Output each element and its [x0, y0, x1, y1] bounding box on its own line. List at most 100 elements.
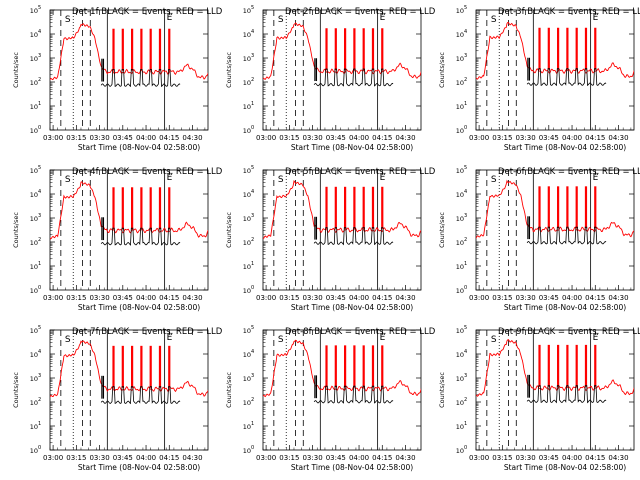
panel-title: Det-2f BLACK = Events, RED = LLD	[285, 7, 436, 17]
y-tick-exponent: 3	[38, 53, 41, 59]
x-tick-label: 03:00	[256, 134, 276, 142]
panel-title: Det-1f BLACK = Events, RED = LLD	[72, 7, 223, 17]
x-tick-label: 03:00	[43, 134, 63, 142]
x-tick-label: 04:30	[395, 134, 415, 142]
lld-series-line	[263, 339, 421, 398]
y-tick-exponent: 5	[38, 165, 41, 171]
y-tick-label: 10	[30, 55, 38, 63]
x-tick-label: 03:45	[113, 134, 133, 142]
y-tick-exponent: 3	[38, 373, 41, 379]
y-tick-label: 10	[30, 7, 38, 15]
y-tick-exponent: 3	[38, 213, 41, 219]
x-tick-label: 04:30	[182, 134, 202, 142]
x-tick-label: 03:00	[43, 454, 63, 462]
x-tick-label: 04:15	[159, 294, 179, 302]
x-tick-label: 04:00	[562, 454, 582, 462]
y-tick-label: 10	[456, 31, 464, 39]
start-marker: S	[491, 175, 497, 185]
y-tick-exponent: 0	[38, 285, 41, 291]
plot-frame	[475, 169, 635, 291]
x-tick-label: 04:30	[395, 454, 415, 462]
x-tick-label: 04:00	[562, 294, 582, 302]
x-tick-label: 04:00	[136, 134, 156, 142]
lld-series-line	[50, 340, 208, 398]
y-tick-label: 10	[30, 191, 38, 199]
y-tick-exponent: 4	[464, 189, 467, 195]
y-tick-label: 10	[456, 79, 464, 87]
x-tick-label: 03:30	[89, 134, 109, 142]
x-tick-label: 04:15	[372, 294, 392, 302]
y-tick-label: 10	[456, 7, 464, 15]
x-tick-label: 04:00	[562, 134, 582, 142]
x-tick-label: 03:45	[113, 294, 133, 302]
x-tick-label: 04:00	[349, 134, 369, 142]
y-axis-label: Counts/sec	[12, 372, 20, 408]
y-tick-label: 10	[30, 375, 38, 383]
x-tick-label: 04:15	[585, 294, 605, 302]
x-tick-label: 03:00	[256, 294, 276, 302]
x-tick-label: 04:30	[608, 294, 628, 302]
start-marker: S	[278, 15, 284, 25]
x-tick-label: 04:00	[136, 454, 156, 462]
y-tick-label: 10	[243, 79, 251, 87]
panel-data	[476, 22, 634, 87]
events-series-line	[100, 69, 181, 88]
y-tick-exponent: 2	[38, 397, 41, 403]
y-tick-label: 10	[30, 423, 38, 431]
end-marker: E	[593, 13, 599, 23]
x-tick-label: 04:15	[372, 454, 392, 462]
end-marker: E	[380, 333, 386, 343]
events-series-line	[526, 385, 607, 404]
lld-series-line	[476, 179, 634, 239]
y-tick-exponent: 0	[251, 125, 254, 131]
y-tick-exponent: 3	[464, 213, 467, 219]
y-tick-exponent: 1	[251, 421, 254, 427]
y-tick-label: 10	[243, 7, 251, 15]
y-tick-label: 10	[456, 327, 464, 335]
y-tick-label: 10	[243, 167, 251, 175]
y-tick-exponent: 3	[251, 373, 254, 379]
x-tick-label: 04:15	[372, 134, 392, 142]
y-tick-exponent: 5	[251, 325, 254, 331]
y-tick-exponent: 2	[464, 237, 467, 243]
y-tick-exponent: 3	[251, 53, 254, 59]
lld-series-line	[263, 22, 421, 80]
y-tick-exponent: 4	[251, 189, 254, 195]
y-tick-exponent: 0	[251, 445, 254, 451]
y-tick-label: 10	[30, 239, 38, 247]
plot-frame	[475, 329, 635, 451]
end-marker: E	[167, 13, 173, 23]
y-tick-label: 10	[30, 287, 38, 295]
y-tick-exponent: 0	[464, 285, 467, 291]
y-tick-exponent: 2	[464, 397, 467, 403]
x-tick-label: 03:30	[515, 294, 535, 302]
panel-data	[476, 339, 634, 404]
x-tick-label: 04:15	[159, 134, 179, 142]
y-tick-exponent: 0	[38, 125, 41, 131]
y-tick-label: 10	[456, 351, 464, 359]
x-tick-label: 03:30	[515, 134, 535, 142]
panel-title: Det-4f BLACK = Events, RED = LLD	[72, 167, 223, 177]
x-tick-label: 04:30	[395, 294, 415, 302]
y-tick-label: 10	[243, 375, 251, 383]
x-axis-label: Start Time (08-Nov-04 02:58:00)	[291, 463, 413, 472]
y-tick-exponent: 2	[38, 77, 41, 83]
plot-frame	[262, 9, 422, 131]
y-tick-label: 10	[456, 103, 464, 111]
plot-frame	[262, 169, 422, 291]
y-tick-label: 10	[456, 447, 464, 455]
y-tick-exponent: 2	[38, 237, 41, 243]
x-tick-label: 03:15	[492, 294, 512, 302]
events-series-line	[313, 68, 394, 87]
y-tick-label: 10	[243, 239, 251, 247]
x-tick-label: 03:45	[326, 454, 346, 462]
y-axis-label: Counts/sec	[12, 52, 20, 88]
lld-series-line	[263, 180, 421, 239]
y-tick-label: 10	[243, 191, 251, 199]
x-tick-label: 04:00	[349, 294, 369, 302]
y-tick-exponent: 4	[38, 29, 41, 35]
x-tick-label: 03:00	[469, 454, 489, 462]
lld-series-line	[50, 181, 208, 240]
